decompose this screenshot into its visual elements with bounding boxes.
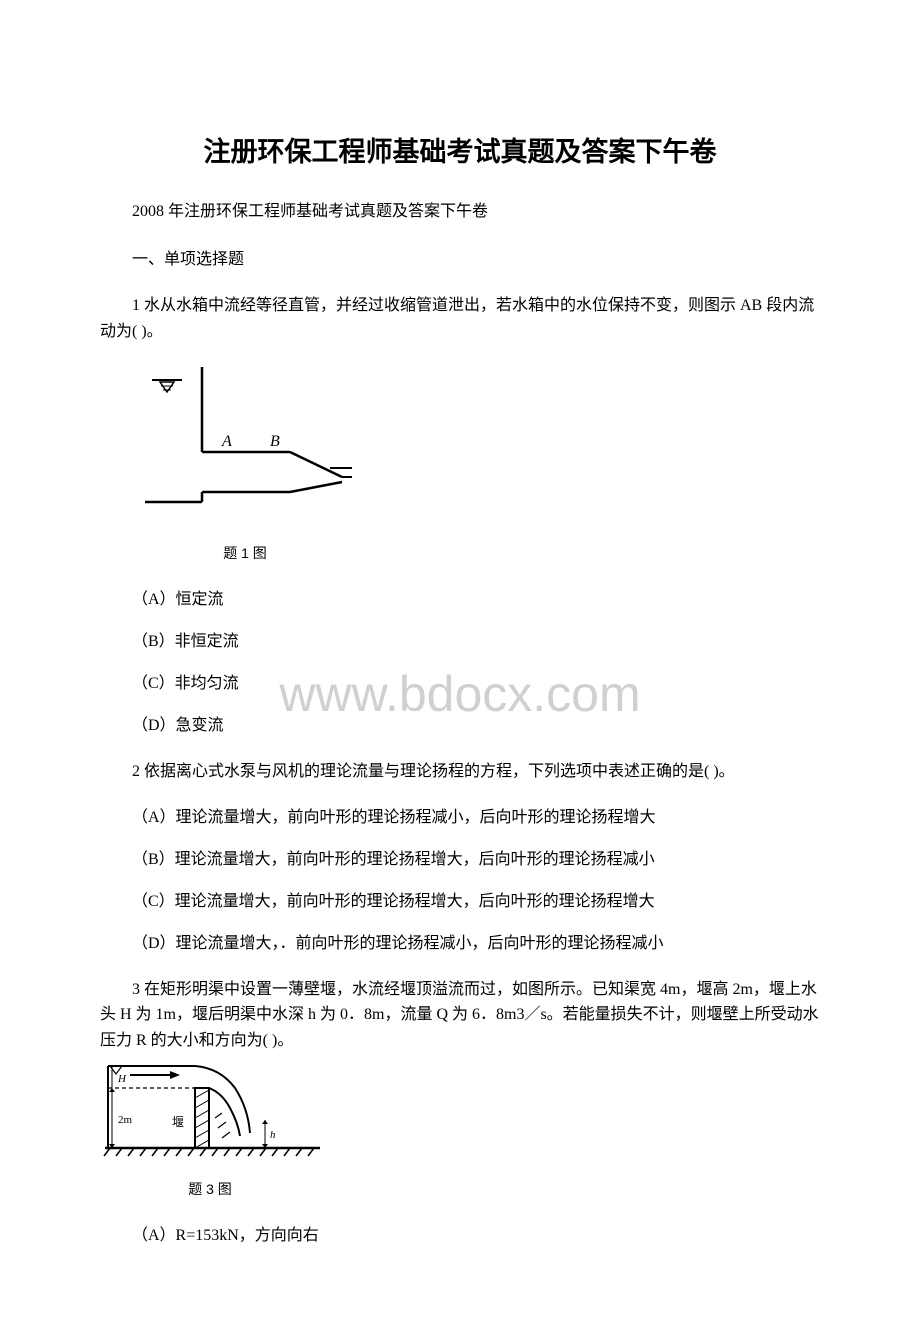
figure-3-label-2m: 2m bbox=[118, 1114, 133, 1126]
figure-1-label-b: B bbox=[270, 433, 280, 450]
q2-option-c: （C）理论流量增大，前向叶形的理论扬程增大，后向叶形的理论扬程增大 bbox=[100, 887, 820, 911]
page-title: 注册环保工程师基础考试真题及答案下午卷 bbox=[100, 130, 820, 169]
q2-option-d: （D）理论流量增大，．前向叶形的理论扬程减小，后向叶形的理论扬程减小 bbox=[100, 929, 820, 953]
figure-3-svg: H 2m 堰 bbox=[100, 1058, 330, 1168]
q1-option-b: （B）非恒定流 bbox=[100, 627, 820, 651]
figure-3-label-weir: 堰 bbox=[172, 1115, 184, 1129]
figure-1-container: A B 题 1 图 bbox=[130, 362, 820, 563]
question-2-text: 2 依据离心式水泵与风机的理论流量与理论扬程的方程，下列选项中表述正确的是( )… bbox=[100, 759, 820, 785]
question-1-text: 1 水从水箱中流经等径直管，并经过收缩管道泄出，若水箱中的水位保持不变，则图示 … bbox=[100, 293, 820, 344]
question-3-text: 3 在矩形明渠中设置一薄壁堰，水流经堰顶溢流而过，如图所示。已知渠宽 4m，堰高… bbox=[100, 977, 820, 1054]
section-heading: 一、单项选择题 bbox=[100, 245, 820, 269]
q2-option-a: （A）理论流量增大，前向叶形的理论扬程减小，后向叶形的理论扬程增大 bbox=[100, 803, 820, 827]
q1-option-d: （D）急变流 bbox=[100, 711, 820, 735]
figure-1-caption: 题 1 图 bbox=[130, 543, 360, 563]
q3-option-a: （A）R=153kN，方向向右 bbox=[100, 1221, 820, 1245]
document-content: 注册环保工程师基础考试真题及答案下午卷 2008 年注册环保工程师基础考试真题及… bbox=[100, 130, 820, 1245]
subtitle: 2008 年注册环保工程师基础考试真题及答案下午卷 bbox=[100, 197, 820, 221]
figure-3-label-h-upper: H bbox=[117, 1073, 127, 1085]
figure-1-svg: A B bbox=[130, 362, 360, 532]
q1-option-c: （C）非均匀流 bbox=[100, 669, 820, 693]
q1-option-a: （A）恒定流 bbox=[100, 585, 820, 609]
figure-3-label-h-lower: h bbox=[270, 1129, 276, 1141]
figure-1-label-a: A bbox=[221, 433, 232, 450]
q2-option-b: （B）理论流量增大，前向叶形的理论扬程增大，后向叶形的理论扬程减小 bbox=[100, 845, 820, 869]
figure-3-container: H 2m 堰 bbox=[100, 1058, 820, 1199]
figure-3-caption: 题 3 图 bbox=[100, 1179, 320, 1199]
